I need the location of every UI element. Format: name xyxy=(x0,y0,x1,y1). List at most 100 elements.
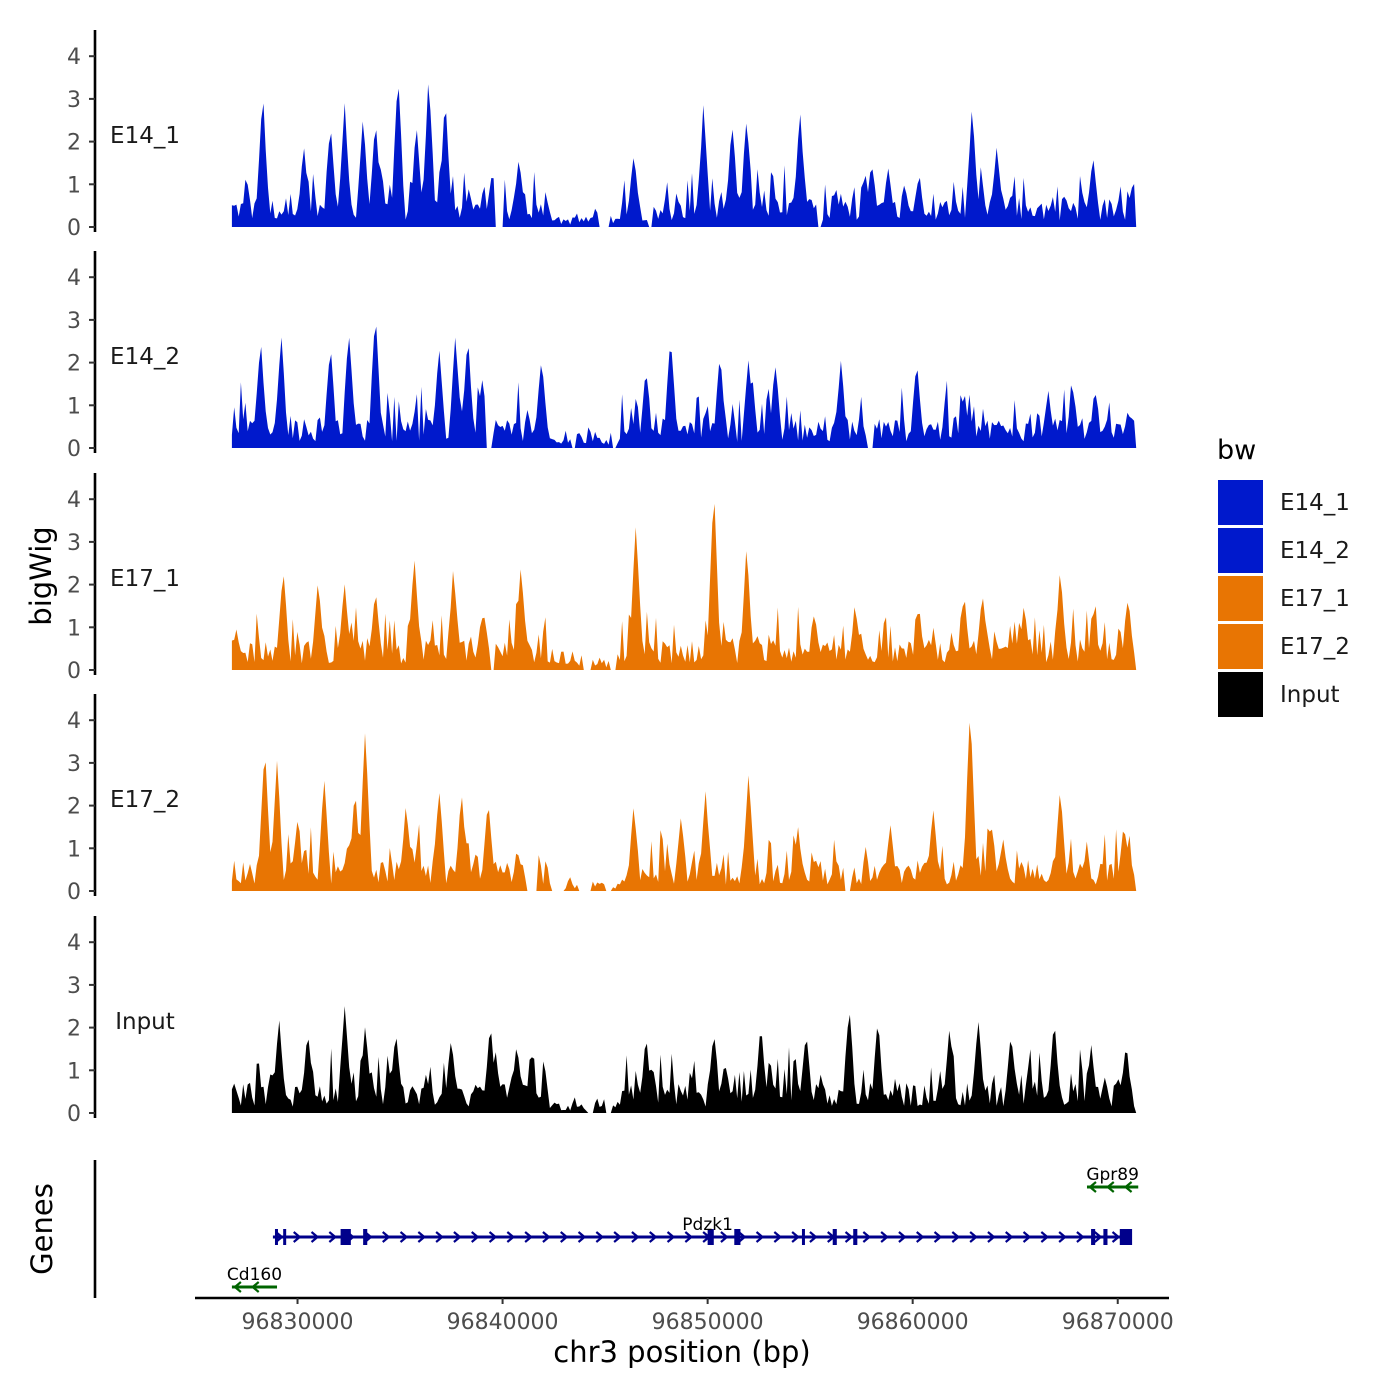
legend-label: Input xyxy=(1280,682,1340,708)
strand-arrow xyxy=(933,1231,943,1243)
strand-arrow xyxy=(310,1231,320,1243)
strand-arrow xyxy=(791,1231,800,1243)
y-tick-label: 3 xyxy=(67,88,81,113)
strand-arrow xyxy=(951,1231,961,1243)
y-tick-label: 1 xyxy=(67,1059,81,1084)
strand-arrow xyxy=(506,1231,516,1243)
y-tick-label: 2 xyxy=(67,574,81,599)
legend-swatch xyxy=(1218,528,1263,573)
strand-arrow xyxy=(417,1231,427,1243)
gene-gpr89: Gpr89 xyxy=(1086,1165,1139,1193)
track-e14-1: 0 1 2 3 4 E14_1 xyxy=(67,30,1137,241)
exon xyxy=(1119,1229,1133,1245)
exon xyxy=(363,1229,368,1245)
strand-arrow xyxy=(1076,1231,1085,1243)
track-name: Input xyxy=(115,1009,175,1035)
strand-arrow xyxy=(382,1231,391,1243)
x-axis-title: chr3 position (bp) xyxy=(553,1335,810,1369)
exon xyxy=(1091,1229,1096,1245)
track-name: E17_2 xyxy=(110,787,180,813)
strand-arrow xyxy=(738,1231,747,1243)
y-tick-label: 3 xyxy=(67,974,81,999)
strand-arrow xyxy=(524,1231,533,1243)
track-e17-1: 0 1 2 3 4 E17_1 xyxy=(67,473,1137,684)
exon xyxy=(734,1229,741,1245)
x-axis: 96830000 96840000 96850000 96860000 96870000 xyxy=(195,1296,1174,1335)
legend-swatch xyxy=(1218,480,1263,525)
legend-label: E17_1 xyxy=(1280,586,1350,612)
x-tick-label: 96860000 xyxy=(857,1310,969,1335)
strand-arrow xyxy=(1040,1231,1050,1243)
exon xyxy=(340,1229,351,1245)
strand-arrow xyxy=(435,1231,444,1243)
strand-arrow xyxy=(880,1231,889,1243)
y-tick-label: 4 xyxy=(67,266,81,291)
exon xyxy=(832,1229,837,1245)
y-tick-label: 0 xyxy=(67,216,81,241)
y-tick-label: 4 xyxy=(67,45,81,70)
strand-arrow xyxy=(809,1231,818,1243)
y-tick-label: 2 xyxy=(67,131,81,156)
track-name: E14_1 xyxy=(110,123,180,149)
x-tick-label: 96850000 xyxy=(652,1310,764,1335)
signal-tracks: 0 1 2 3 4 E14_1 0 1 2 3 4 E14_2 0 1 2 3 4 E17_1 0 1 2 3 4 E17_2… xyxy=(67,30,1137,1127)
x-tick-label: 96840000 xyxy=(447,1310,559,1335)
strand-arrow xyxy=(649,1231,658,1243)
genes-title: Genes xyxy=(25,1183,59,1275)
signal-area xyxy=(231,326,1137,448)
y-tick-label: 1 xyxy=(67,173,81,198)
y-tick-label: 0 xyxy=(67,880,81,905)
strand-arrow xyxy=(250,1281,260,1293)
y-tick-label: 3 xyxy=(67,531,81,556)
legend-title: bw xyxy=(1217,435,1256,466)
strand-arrow xyxy=(453,1231,462,1243)
signal-area xyxy=(231,503,1137,670)
legend-label: E17_2 xyxy=(1280,634,1350,660)
x-tick-label: 96870000 xyxy=(1062,1310,1174,1335)
strand-arrow xyxy=(666,1231,676,1243)
strand-arrow xyxy=(293,1231,302,1243)
strand-arrow xyxy=(1123,1181,1133,1193)
exon xyxy=(283,1229,287,1245)
strand-arrow xyxy=(1111,1231,1121,1243)
strand-arrow xyxy=(328,1231,338,1243)
y-tick-label: 2 xyxy=(67,1017,81,1042)
strand-arrow xyxy=(773,1231,783,1243)
gene-label: Gpr89 xyxy=(1086,1165,1139,1185)
strand-arrow xyxy=(720,1231,729,1243)
signal-area xyxy=(231,1006,1137,1113)
y-tick-label: 4 xyxy=(67,931,81,956)
strand-arrow xyxy=(844,1231,854,1243)
legend-swatch xyxy=(1218,624,1263,669)
exon xyxy=(853,1229,858,1245)
legend: bw E14_1 E14_2 E17_1 E17_2 Input xyxy=(1217,435,1350,717)
strand-arrow xyxy=(755,1231,765,1243)
track-input: 0 1 2 3 4 Input xyxy=(67,916,1137,1127)
strand-arrow xyxy=(233,1281,242,1293)
signal-area xyxy=(231,84,1137,227)
strand-arrow xyxy=(631,1231,640,1243)
strand-arrow xyxy=(471,1231,480,1243)
strand-arrow xyxy=(542,1231,551,1243)
track-e17-2: 0 1 2 3 4 E17_2 xyxy=(67,694,1137,905)
strand-arrow xyxy=(399,1231,409,1243)
gene-cd160: Cd160 xyxy=(227,1265,282,1293)
strand-arrow xyxy=(1058,1231,1067,1243)
y-tick-label: 3 xyxy=(67,752,81,777)
exon xyxy=(707,1229,714,1245)
y-tick-label: 0 xyxy=(67,437,81,462)
gene-pdzk1: Pdzk1 xyxy=(272,1215,1133,1245)
track-e14-2: 0 1 2 3 4 E14_2 xyxy=(67,251,1137,462)
strand-arrow xyxy=(1094,1231,1103,1243)
exon xyxy=(801,1229,805,1245)
strand-arrow xyxy=(488,1231,498,1243)
strand-arrow xyxy=(684,1231,694,1243)
strand-arrow xyxy=(898,1231,907,1243)
y-tick-label: 1 xyxy=(67,616,81,641)
y-tick-label: 4 xyxy=(67,488,81,513)
strand-arrow xyxy=(916,1231,925,1243)
genes-panel: Genes Gpr89 Pdzk1 Cd160 xyxy=(25,1160,1139,1298)
y-tick-label: 1 xyxy=(67,394,81,419)
strand-arrow xyxy=(969,1231,978,1243)
